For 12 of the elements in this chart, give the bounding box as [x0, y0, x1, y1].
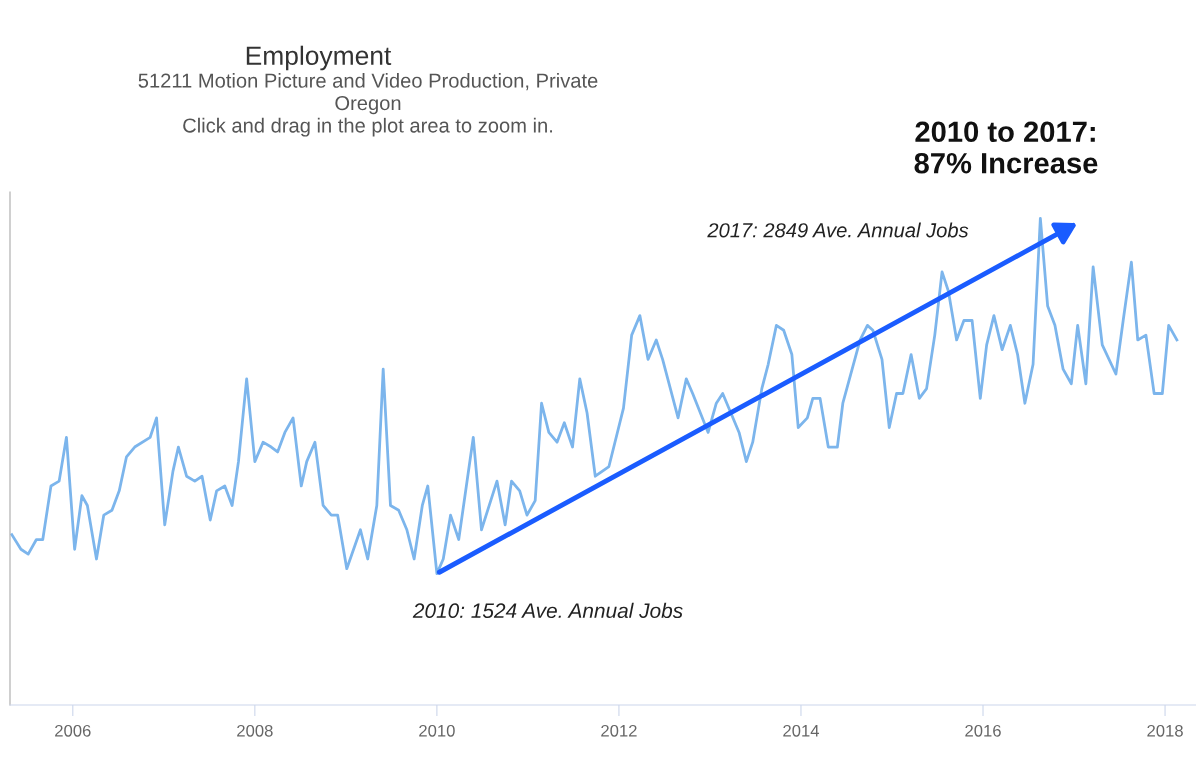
x-tick-label: 2006 [55, 724, 91, 737]
x-tick-label: 2018 [1147, 724, 1183, 737]
x-tick-label: 2012 [601, 724, 637, 737]
x-tick-label: 2008 [237, 724, 273, 737]
chart-title: Employment [246, 45, 392, 71]
text: 2010 to 2017: 87% Increase [914, 121, 1098, 174]
x-tick-label: 2016 [965, 724, 1001, 737]
x-tick-label: 2010 [419, 724, 455, 737]
x-tick-label: 2014 [783, 724, 820, 737]
annotation: 2017: 2849 Ave. Annual Jobs [707, 222, 969, 238]
annotation: 2010: 1524 Ave. Annual Jobs [412, 602, 683, 619]
chart-subtitle: 51211 Motion Picture and Video Production, Private Oregon Click and drag in the plot area to zoom in. [138, 73, 598, 137]
